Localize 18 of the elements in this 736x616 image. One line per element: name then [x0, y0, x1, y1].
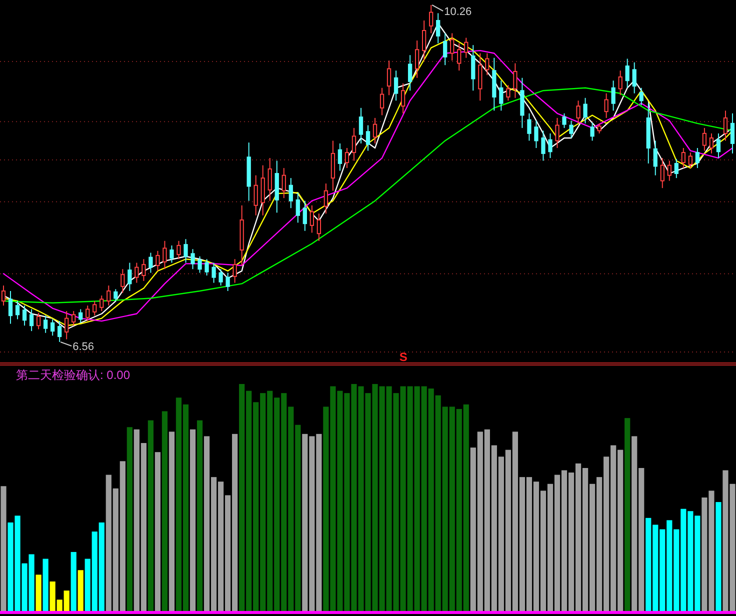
- annotation: 6.56: [72, 341, 94, 353]
- bar: [78, 570, 84, 611]
- bar: [162, 411, 168, 611]
- bar: [716, 502, 722, 611]
- bar: [70, 552, 76, 611]
- text: 第二天检验确认: 0.00: [16, 368, 130, 382]
- bar: [154, 452, 161, 611]
- bar: [148, 420, 154, 611]
- bar: [624, 418, 630, 611]
- bar: [42, 558, 48, 611]
- annotation: 10.26: [444, 6, 472, 18]
- bar: [36, 574, 42, 611]
- bar: [196, 420, 203, 611]
- bar: [190, 429, 196, 611]
- bar: [126, 427, 132, 611]
- bar: [168, 432, 175, 611]
- text: S: [399, 350, 408, 364]
- bar: [0, 486, 6, 611]
